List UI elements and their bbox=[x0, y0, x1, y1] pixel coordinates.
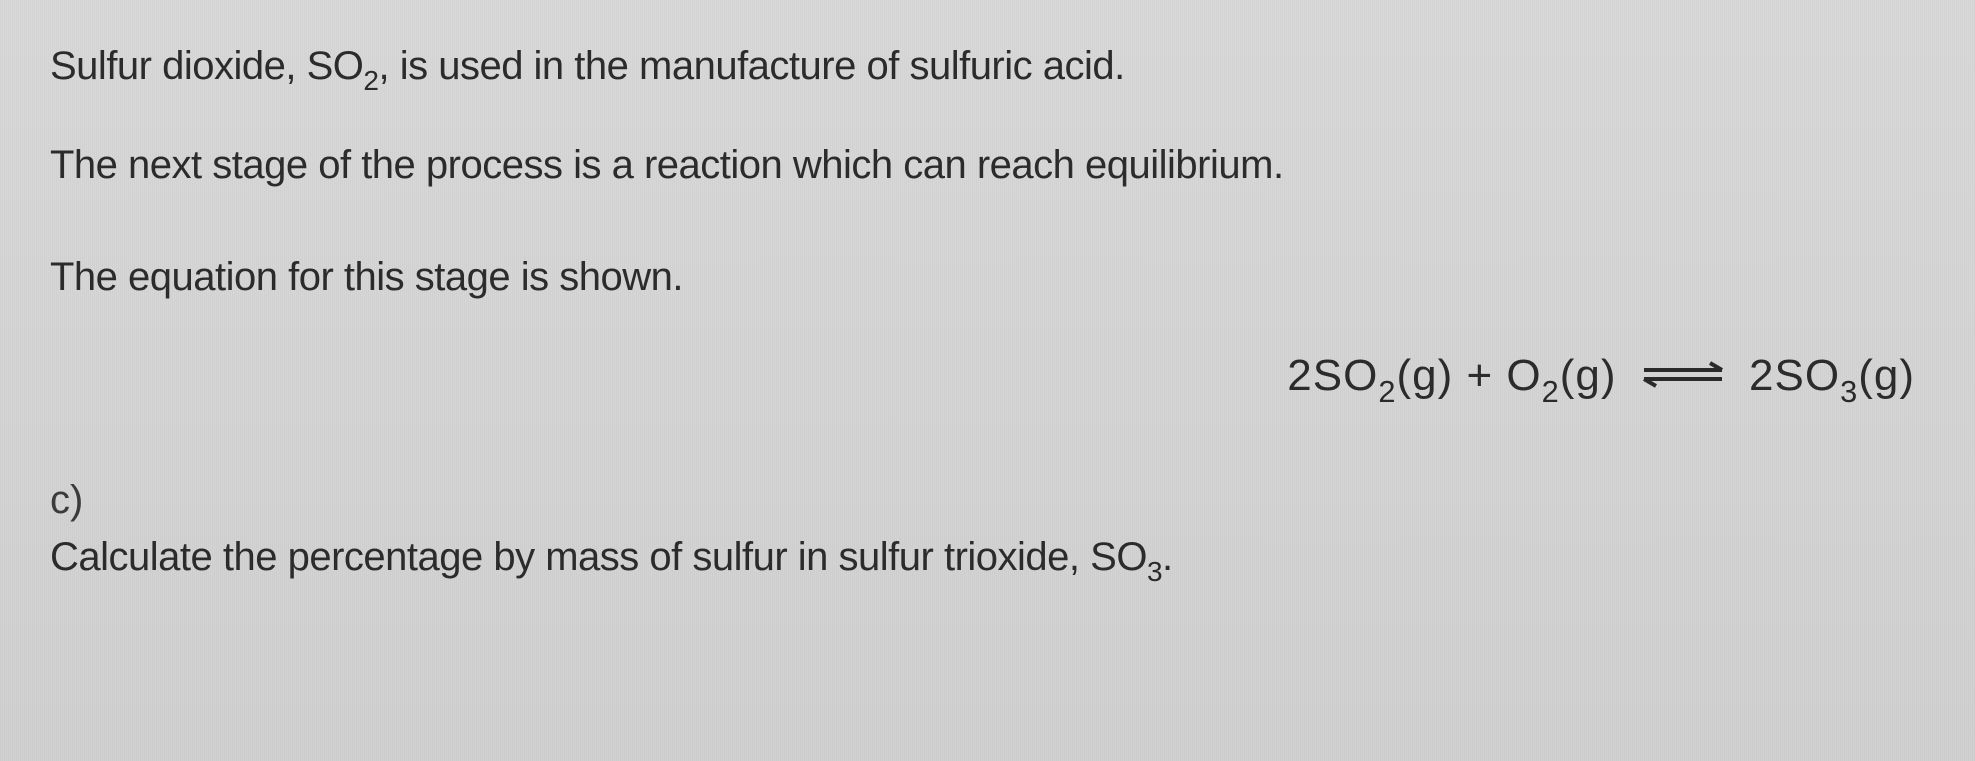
part-text-sub: 3 bbox=[1147, 556, 1162, 587]
question-intro-line-1: Sulfur dioxide, SO2, is used in the manu… bbox=[50, 40, 1925, 97]
eq-lhs-state2: (g) bbox=[1560, 351, 1617, 400]
eq-lhs-coeff1: 2 bbox=[1287, 351, 1312, 400]
equilibrium-arrow-icon bbox=[1638, 350, 1728, 400]
eq-lhs-state1: (g) bbox=[1396, 351, 1453, 400]
intro-text-1b: , is used in the manufacture of sulfuric… bbox=[378, 44, 1124, 88]
eq-lhs-species2: O bbox=[1506, 351, 1541, 400]
eq-lhs-sub1: 2 bbox=[1378, 374, 1396, 409]
eq-rhs-sub: 3 bbox=[1840, 374, 1858, 409]
eq-rhs-species: SO bbox=[1775, 351, 1841, 400]
eq-rhs-coeff: 2 bbox=[1749, 351, 1774, 400]
intro-text-1a: Sulfur dioxide, SO bbox=[50, 44, 363, 88]
eq-lhs-sub2: 2 bbox=[1542, 374, 1560, 409]
eq-rhs-state: (g) bbox=[1858, 351, 1915, 400]
intro-sub-1: 2 bbox=[363, 65, 378, 96]
question-intro-line-3: The equation for this stage is shown. bbox=[50, 251, 1925, 303]
eq-plus: + bbox=[1453, 351, 1506, 400]
part-text-a: Calculate the percentage by mass of sulf… bbox=[50, 535, 1147, 579]
eq-lhs-species1: SO bbox=[1313, 351, 1379, 400]
question-part-label: c) bbox=[50, 478, 1925, 523]
question-part-text: Calculate the percentage by mass of sulf… bbox=[50, 531, 1925, 588]
chemical-equation: 2SO2(g) + O2(g) 2SO3(g) bbox=[50, 351, 1925, 408]
part-text-b: . bbox=[1162, 535, 1173, 579]
question-intro-line-2: The next stage of the process is a react… bbox=[50, 139, 1925, 191]
